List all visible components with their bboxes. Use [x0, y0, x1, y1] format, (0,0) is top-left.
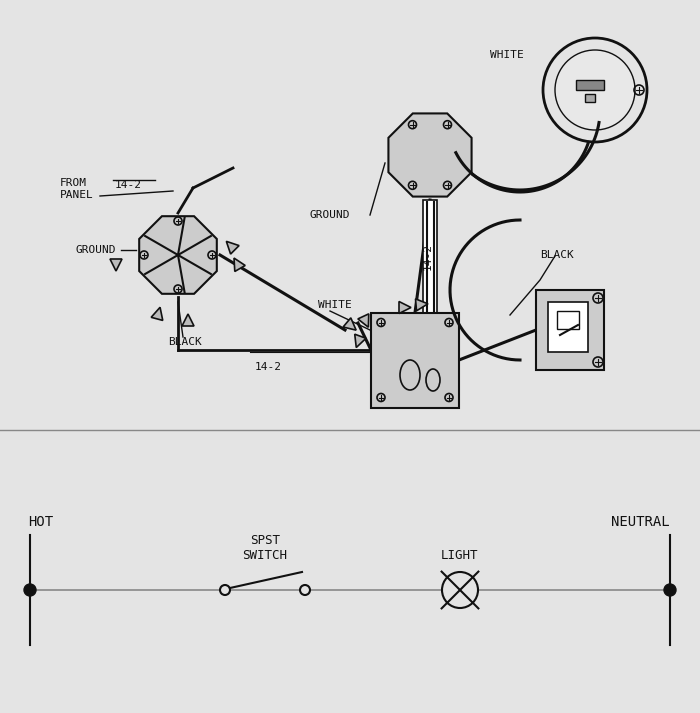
Circle shape: [555, 50, 635, 130]
Text: BLACK: BLACK: [540, 250, 574, 260]
Polygon shape: [182, 314, 194, 326]
Text: WHITE: WHITE: [318, 300, 351, 310]
Polygon shape: [226, 241, 239, 254]
FancyBboxPatch shape: [576, 80, 604, 90]
Polygon shape: [343, 318, 356, 330]
Text: GROUND: GROUND: [76, 245, 116, 255]
Polygon shape: [110, 259, 122, 271]
Polygon shape: [151, 307, 163, 320]
Polygon shape: [355, 334, 366, 347]
Polygon shape: [139, 216, 217, 294]
Polygon shape: [358, 314, 369, 327]
Polygon shape: [234, 258, 245, 272]
FancyBboxPatch shape: [548, 302, 588, 352]
Text: GROUND: GROUND: [310, 210, 351, 220]
Text: 14-2: 14-2: [423, 242, 433, 270]
Text: WHITE: WHITE: [490, 50, 524, 60]
Circle shape: [442, 572, 478, 608]
Text: HOT: HOT: [28, 515, 53, 529]
Text: LIGHT: LIGHT: [441, 549, 479, 562]
Circle shape: [24, 584, 36, 596]
FancyBboxPatch shape: [423, 200, 437, 312]
Text: FROM
PANEL: FROM PANEL: [60, 178, 94, 200]
Circle shape: [300, 585, 310, 595]
Text: BLACK: BLACK: [168, 337, 202, 347]
Text: SPST
SWITCH: SPST SWITCH: [242, 534, 288, 562]
Text: 14-2: 14-2: [255, 362, 282, 372]
FancyBboxPatch shape: [585, 94, 595, 102]
Polygon shape: [389, 113, 472, 197]
Polygon shape: [416, 299, 428, 311]
FancyBboxPatch shape: [371, 312, 459, 408]
FancyBboxPatch shape: [557, 311, 579, 329]
Text: NEUTRAL: NEUTRAL: [611, 515, 670, 529]
Text: 14-2: 14-2: [115, 180, 142, 190]
Circle shape: [664, 584, 676, 596]
FancyBboxPatch shape: [536, 290, 604, 370]
Circle shape: [220, 585, 230, 595]
Polygon shape: [399, 302, 411, 314]
